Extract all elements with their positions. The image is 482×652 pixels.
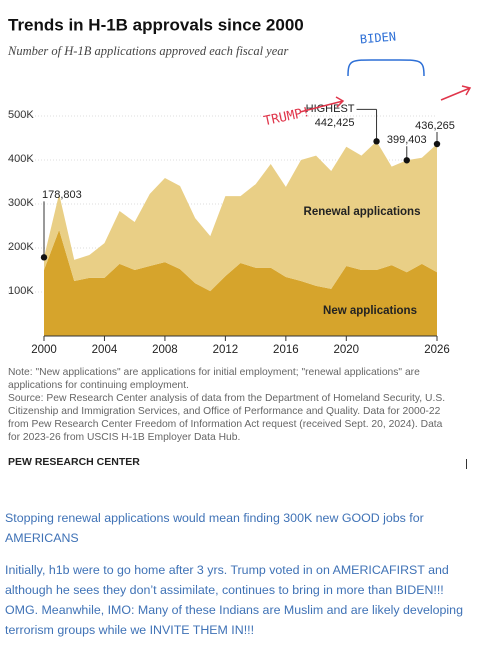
- paragraph: Initially, h1b were to go home after 3 y…: [5, 563, 463, 637]
- y-tick-label: 500K: [8, 109, 34, 121]
- x-tick-label: 2008: [152, 344, 178, 356]
- point: [403, 157, 410, 164]
- y-tick-label: 200K: [8, 241, 34, 253]
- annotation-label: HIGHEST: [306, 103, 355, 115]
- annotation-value: 399,403: [387, 134, 427, 146]
- area-label: Renewal applications: [304, 206, 421, 218]
- x-tick-label: 2012: [213, 344, 239, 356]
- areas: [44, 141, 437, 336]
- point: [373, 138, 380, 145]
- chart-title: Trends in H-1B approvals since 2000: [8, 15, 304, 34]
- x-tick-label: 2026: [424, 344, 450, 356]
- area: [44, 141, 437, 292]
- hand-arrow: [440, 85, 472, 101]
- annotation-value: 436,265: [415, 120, 455, 132]
- cursor: [466, 459, 467, 469]
- annotation-value: 442,425: [315, 117, 355, 129]
- handwritten-note: TRUMP!: [262, 105, 311, 129]
- comment: Stopping renewal applications would mean…: [5, 508, 475, 652]
- area: [44, 229, 437, 336]
- x-tick-label: 2020: [334, 344, 360, 356]
- y-tick-label: 400K: [8, 153, 34, 165]
- hand-arrow: [299, 96, 345, 113]
- chart-subtitle: Number of H-1B applications approved eac…: [7, 44, 289, 58]
- source: Source: Pew Research Center analysis of …: [8, 393, 446, 443]
- credit: PEW RESEARCH CENTER: [8, 456, 140, 468]
- y-tick-label: 300K: [8, 197, 34, 209]
- y-tick-label: 100K: [8, 285, 34, 297]
- x-tick-label: 2000: [31, 344, 57, 356]
- notes: Note: "New applications" are application…: [8, 366, 448, 444]
- x-tick-label: 2004: [92, 344, 118, 356]
- handwritten-note: BIDEN: [359, 29, 396, 46]
- chart: Trends in H-1B approvals since 2000 Numb…: [7, 15, 472, 356]
- paragraph: Stopping renewal applications would mean…: [5, 511, 424, 545]
- note: Note: "New applications" are application…: [8, 367, 420, 391]
- annotation-value: 178,803: [42, 189, 82, 201]
- overlay: 2000 2004 2008 2012 2016 2020 2026 Renewal appl…: [31, 103, 455, 356]
- area-label: New applications: [323, 305, 417, 317]
- hand-bracket: [347, 59, 425, 77]
- point: [40, 254, 48, 261]
- x-tick-label: 2016: [273, 344, 299, 356]
- point: [433, 140, 441, 148]
